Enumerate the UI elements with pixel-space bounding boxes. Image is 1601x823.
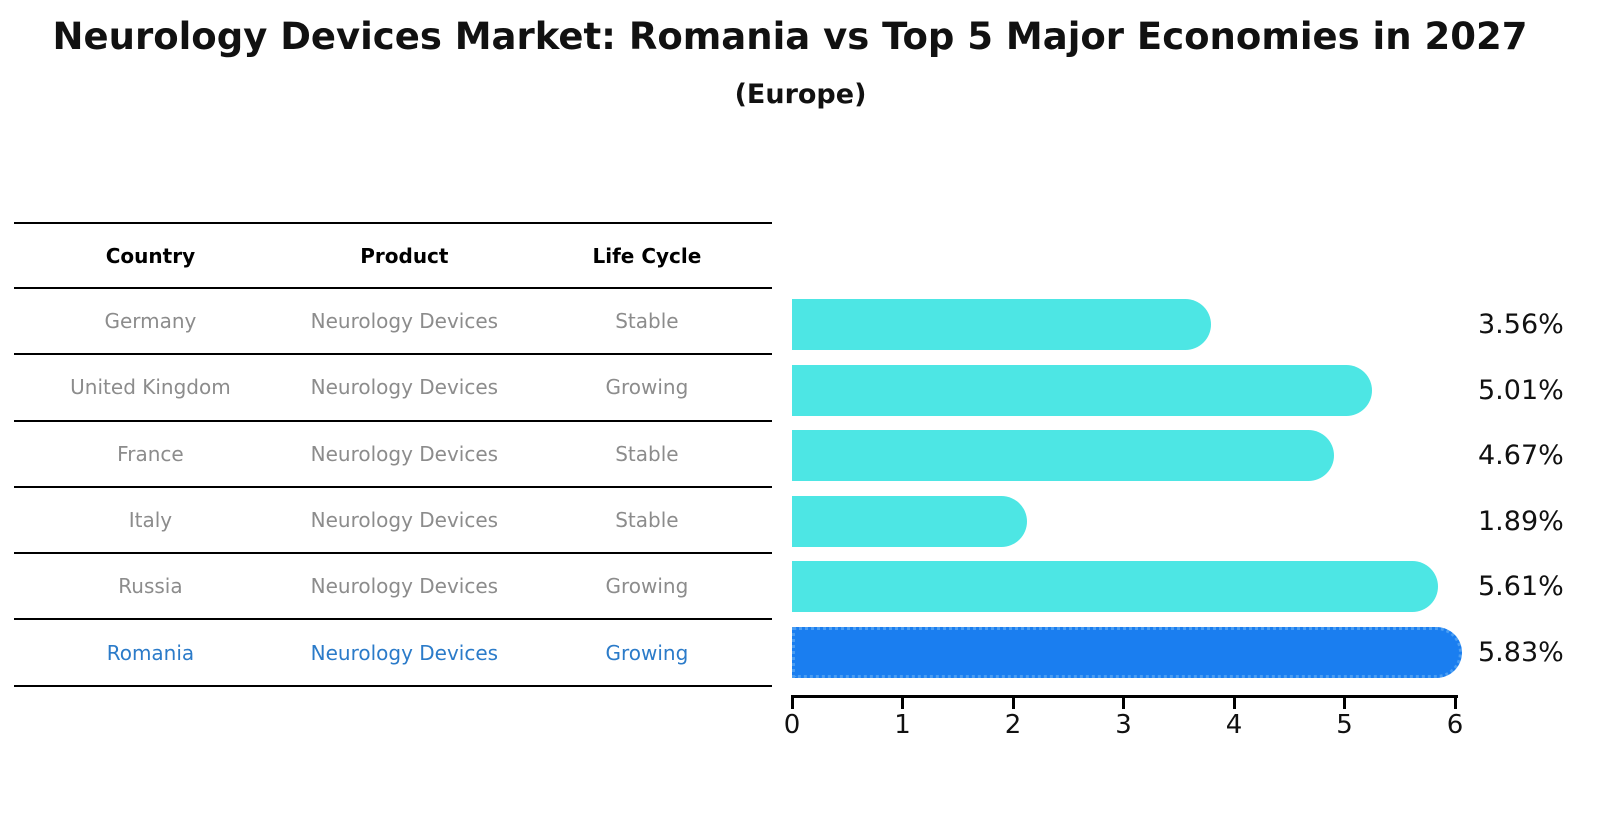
cell-country: United Kingdom (70, 375, 231, 400)
bar-italy (792, 495, 1027, 547)
cell-life-cycle: Growing (605, 574, 689, 599)
value-label-italy: 1.89% (1478, 505, 1564, 537)
x-tick-label-2: 2 (1004, 710, 1022, 740)
cell-country: France (117, 441, 184, 466)
table-row: France Neurology Devices Stable (14, 422, 772, 488)
x-axis (791, 695, 1458, 698)
x-tick-6 (1453, 698, 1457, 709)
country-table: Country Product Life Cycle Germany Neuro… (14, 222, 772, 687)
x-tick-1 (901, 698, 904, 709)
header-product: Product (360, 243, 449, 268)
x-tick-label-0: 0 (783, 710, 801, 740)
cell-life-cycle: Stable (615, 309, 679, 334)
table-header-row: Country Product Life Cycle (14, 222, 772, 289)
x-tick-3 (1122, 698, 1125, 709)
bar-russia (792, 561, 1438, 612)
cell-country: Russia (118, 574, 183, 599)
table-body: Germany Neurology Devices Stable United … (14, 289, 772, 687)
x-tick-label-6: 6 (1446, 710, 1464, 740)
cell-country: Germany (104, 309, 197, 334)
x-tick-0 (790, 698, 794, 709)
cell-product: Neurology Devices (310, 640, 499, 665)
cell-product: Neurology Devices (310, 375, 499, 400)
value-label-russia: 5.61% (1478, 571, 1564, 602)
cell-product: Neurology Devices (310, 508, 499, 533)
cell-country: Italy (128, 508, 173, 533)
x-tick-label-3: 3 (1115, 710, 1132, 740)
bar-romania (792, 626, 1463, 678)
cell-life-cycle: Growing (605, 375, 689, 400)
header-life-cycle: Life Cycle (592, 243, 702, 268)
value-label-united-kingdom: 5.01% (1478, 374, 1564, 406)
value-label-romania: 5.83% (1478, 636, 1564, 668)
table-row: Russia Neurology Devices Growing (14, 554, 772, 621)
bar-united-kingdom (792, 364, 1372, 416)
cell-product: Neurology Devices (310, 441, 499, 466)
cell-life-cycle: Stable (615, 508, 679, 533)
x-tick-label-5: 5 (1336, 710, 1353, 740)
value-label-france: 4.67% (1478, 440, 1564, 471)
chart-subtitle: (Europe) (734, 79, 867, 110)
cell-country: Romania (106, 640, 195, 665)
x-tick-label-1: 1 (894, 710, 911, 740)
table-row: Romania Neurology Devices Growing (14, 620, 772, 687)
chart-title: Neurology Devices Market: Romania vs Top… (52, 15, 1528, 58)
header-country: Country (105, 243, 196, 268)
bar-france (792, 430, 1335, 481)
table-row: United Kingdom Neurology Devices Growing (14, 355, 772, 422)
cell-life-cycle: Growing (605, 640, 689, 665)
value-label-germany: 3.56% (1478, 309, 1564, 340)
cell-product: Neurology Devices (310, 309, 499, 334)
x-tick-5 (1343, 698, 1346, 709)
x-tick-4 (1232, 698, 1236, 709)
cell-life-cycle: Stable (615, 441, 679, 466)
bar-germany (792, 299, 1212, 350)
table-row: Germany Neurology Devices Stable (14, 289, 772, 356)
cell-product: Neurology Devices (310, 574, 499, 599)
x-tick-label-4: 4 (1225, 710, 1243, 740)
table-row: Italy Neurology Devices Stable (14, 488, 772, 555)
x-tick-2 (1011, 698, 1015, 709)
